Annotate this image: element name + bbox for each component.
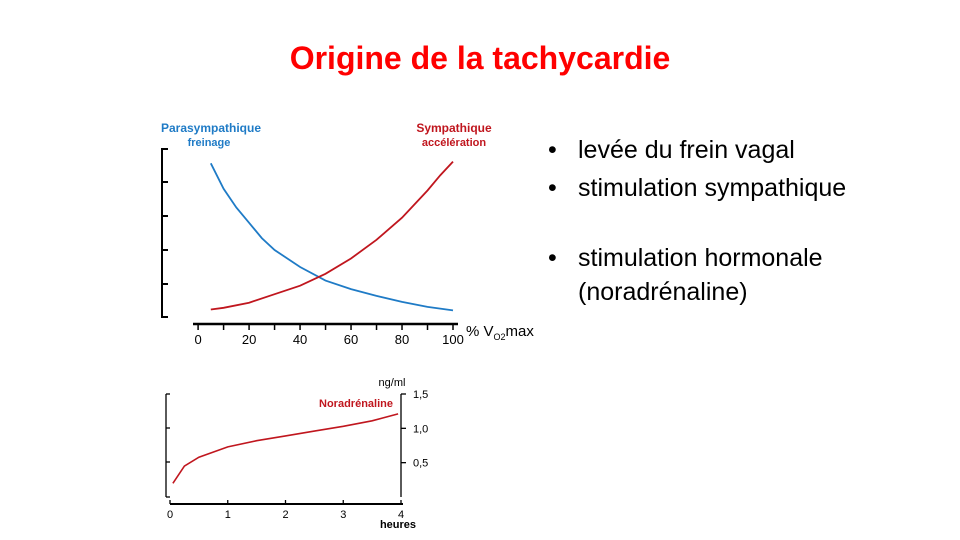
bullet-dot: • (548, 136, 557, 164)
parasympathique-sublabel: freinage (188, 137, 231, 149)
parasympathique-curve (209, 162, 454, 312)
bullet-dot: • (548, 244, 557, 272)
x-tick-label: 1 (225, 509, 231, 521)
x-axis-label-vo2max: % VO2max (466, 323, 534, 342)
x-tick-label: 100 (442, 332, 464, 347)
bullet-text: levée du frein vagal (578, 136, 795, 164)
bullet-text: stimulation hormonale (noradrénaline) (578, 244, 823, 306)
x-axis-label-heures: heures (380, 519, 416, 531)
x-tick-label: 80 (395, 332, 409, 347)
x-tick-label: 4 (398, 509, 404, 521)
y-tick-label: 1,5 (413, 389, 428, 401)
bullet-item: • stimulation hormonale (noradrénaline) (548, 241, 958, 309)
bullet-item: • stimulation sympathique (548, 171, 958, 205)
y-axis-unit-label: ng/ml (379, 377, 406, 389)
x-tick-label: 2 (282, 509, 288, 521)
sympathique-sublabel: accélération (422, 137, 486, 149)
y-tick-label: 0,5 (413, 458, 428, 470)
bullet-list: • levée du frein vagal • stimulation sympa… (548, 133, 958, 313)
noradrenaline-curve (172, 413, 399, 484)
chart2-series (172, 413, 399, 484)
x-tick-label: 0 (167, 509, 173, 521)
bullet-item: • levée du frein vagal (548, 133, 958, 167)
parasympathique-label: Parasympathique (161, 121, 261, 135)
x-tick-label: 40 (293, 332, 307, 347)
x-tick-label: 60 (344, 332, 358, 347)
x-tick-label: 0 (194, 332, 201, 347)
chart2-axes: 0,5 1,0 1,5 0 1 2 3 4 (165, 389, 428, 521)
sympathique-curve (210, 160, 454, 311)
noradrenaline-label: Noradrénaline (319, 398, 393, 410)
x-tick-label: 3 (340, 509, 346, 521)
sympathique-label: Sympathique (416, 121, 492, 135)
chart1-axes: 0 20 40 60 80 100 (161, 148, 464, 347)
x-tick-label: 20 (242, 332, 256, 347)
y-tick-label: 1,0 (413, 423, 428, 435)
bullet-dot: • (548, 174, 557, 202)
chart1-series (209, 160, 454, 312)
slide-title: Origine de la tachycardie (289, 40, 671, 76)
bullet-text: stimulation sympathique (578, 174, 847, 202)
